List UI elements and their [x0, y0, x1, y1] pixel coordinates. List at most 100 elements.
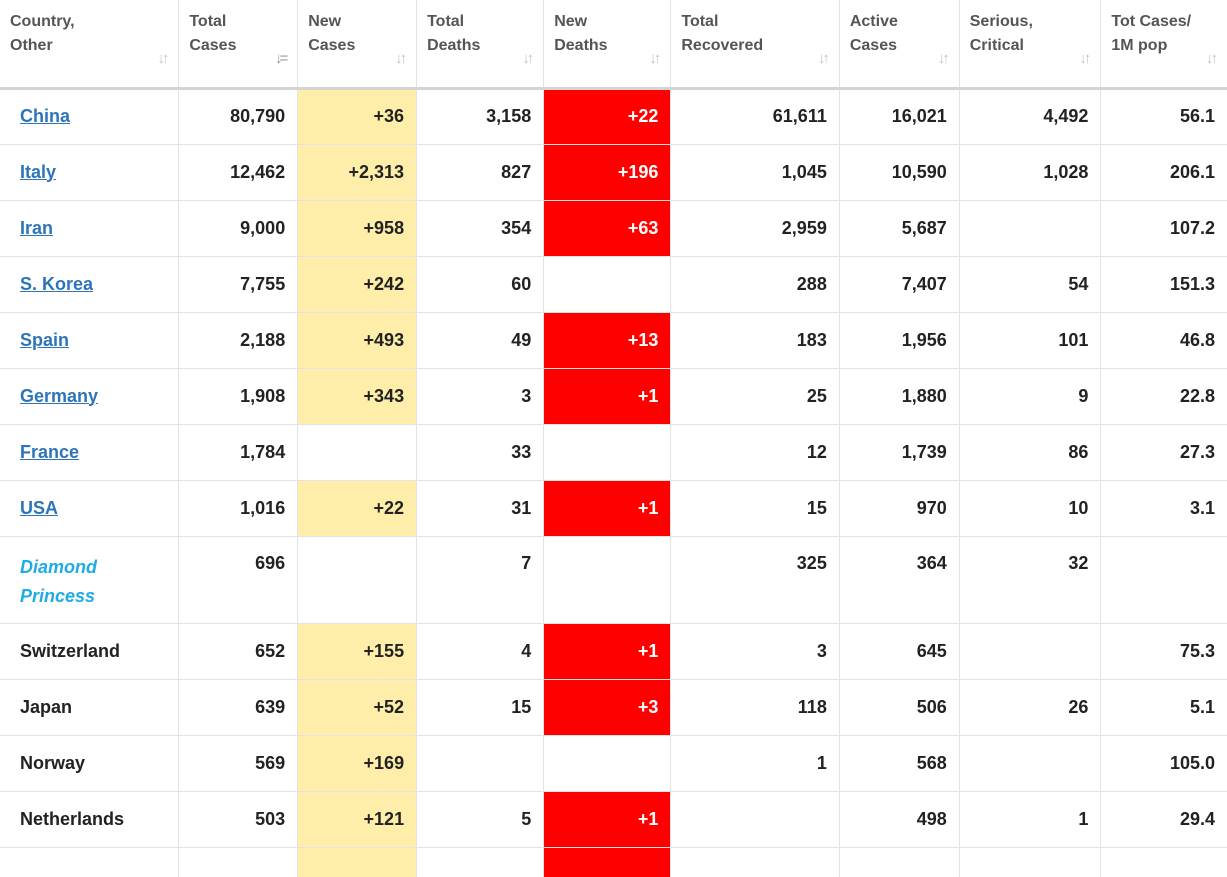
sort-desc-icon[interactable]: ↓= [274, 49, 288, 67]
country-link[interactable]: Diamond Princess [20, 556, 98, 606]
new-cases-cell [297, 423, 417, 480]
empty-cell [178, 846, 298, 877]
empty-cell [838, 846, 960, 877]
total-deaths-cell: 31 [416, 479, 544, 536]
country-cell: China [0, 88, 179, 144]
active-cases-cell: 10,590 [838, 143, 960, 200]
table-row: France 1,784 33 12 1,739 86 27.3 [0, 423, 1227, 480]
serious-critical-cell: 10 [958, 479, 1101, 536]
total-cases-cell: 1,016 [178, 479, 298, 536]
total-recovered-cell: 288 [670, 255, 840, 312]
country-link[interactable]: Iran [20, 217, 54, 238]
cases-per-million-cell: 22.8 [1100, 367, 1227, 424]
serious-critical-cell: 54 [958, 255, 1101, 312]
total-recovered-cell: 25 [670, 367, 840, 424]
header-cases-per-million[interactable]: Tot Cases/1M pop ↓↑ [1100, 0, 1227, 90]
table-row: Diamond Princess 696 7 325 364 32 [0, 535, 1227, 623]
active-cases-cell: 506 [838, 678, 960, 735]
country-link[interactable]: USA [20, 497, 59, 518]
empty-cell [670, 846, 840, 877]
total-deaths-cell: 4 [416, 622, 544, 679]
total-deaths-cell: 354 [416, 199, 544, 256]
new-deaths-cell [543, 255, 671, 312]
new-cases-cell: +343 [297, 367, 417, 424]
sort-icon[interactable]: ↓↑ [1079, 49, 1091, 67]
total-cases-cell: 696 [178, 535, 298, 623]
new-deaths-cell: +1 [543, 479, 671, 536]
cases-per-million-cell [1100, 535, 1227, 623]
total-cases-cell: 9,000 [178, 199, 298, 256]
country-cell: Germany [0, 367, 179, 424]
header-country[interactable]: Country, Other ↓↑ [0, 0, 179, 90]
sort-icon[interactable]: ↓↑ [157, 49, 169, 67]
country-cell: Netherlands [0, 790, 179, 847]
empty-cell [297, 846, 417, 877]
sort-icon[interactable]: ↓↑ [649, 49, 661, 67]
cases-per-million-cell: 29.4 [1100, 790, 1227, 847]
total-recovered-cell: 1 [670, 734, 840, 791]
header-total-recovered[interactable]: Total Recovered ↓↑ [670, 0, 840, 90]
new-deaths-cell: +1 [543, 790, 671, 847]
serious-critical-cell: 1 [958, 790, 1101, 847]
total-deaths-cell: 15 [416, 678, 544, 735]
serious-critical-cell: 86 [958, 423, 1101, 480]
serious-critical-cell [958, 622, 1101, 679]
header-total-cases[interactable]: Total Cases ↓= [178, 0, 298, 90]
country-link[interactable]: S. Korea [20, 273, 94, 294]
sort-icon[interactable]: ↓↑ [395, 49, 407, 67]
table-row: Netherlands 503 +121 5 +1 498 1 29.4 [0, 790, 1227, 847]
header-serious-critical[interactable]: Serious, Critical ↓↑ [958, 0, 1101, 90]
country-cell: Japan [0, 678, 179, 735]
country-link[interactable]: Germany [20, 385, 99, 406]
new-cases-cell: +958 [297, 199, 417, 256]
country-link[interactable]: China [20, 106, 71, 126]
header-active-cases[interactable]: Active Cases ↓↑ [838, 0, 960, 90]
active-cases-cell: 1,739 [838, 423, 960, 480]
cases-per-million-cell: 151.3 [1100, 255, 1227, 312]
total-deaths-cell: 7 [416, 535, 544, 623]
header-new-deaths[interactable]: New Deaths ↓↑ [543, 0, 671, 90]
header-total-deaths[interactable]: Total Deaths ↓↑ [416, 0, 544, 90]
total-cases-cell: 1,784 [178, 423, 298, 480]
new-deaths-cell: +196 [543, 143, 671, 200]
total-recovered-cell: 15 [670, 479, 840, 536]
table-row: Iran 9,000 +958 354 +63 2,959 5,687 107.… [0, 199, 1227, 256]
total-deaths-cell [416, 734, 544, 791]
cases-per-million-cell: 27.3 [1100, 423, 1227, 480]
serious-critical-cell: 101 [958, 311, 1101, 368]
sort-icon[interactable]: ↓↑ [522, 49, 534, 67]
country-link[interactable]: Italy [20, 161, 57, 182]
serious-critical-cell: 1,028 [958, 143, 1101, 200]
country-link[interactable]: France [20, 441, 80, 462]
empty-cell [1100, 846, 1227, 877]
cases-per-million-cell: 56.1 [1100, 88, 1227, 144]
new-deaths-cell: +3 [543, 678, 671, 735]
sort-icon[interactable]: ↓↑ [1206, 49, 1218, 67]
active-cases-cell: 5,687 [838, 199, 960, 256]
country-cell: Switzerland [0, 622, 179, 679]
total-cases-cell: 1,908 [178, 367, 298, 424]
sort-icon[interactable]: ↓↑ [817, 49, 830, 67]
new-cases-cell: +2,313 [297, 143, 417, 200]
table-row: Spain 2,188 +493 49 +13 183 1,956 101 46… [0, 311, 1227, 368]
total-recovered-cell: 325 [670, 535, 840, 623]
country-cell: Norway [0, 734, 179, 791]
sort-icon[interactable]: ↓↑ [937, 49, 950, 67]
active-cases-cell: 1,956 [838, 311, 960, 368]
empty-cell [958, 846, 1101, 877]
cases-per-million-cell: 3.1 [1100, 479, 1227, 536]
serious-critical-cell [958, 199, 1101, 256]
header-new-cases[interactable]: New Cases ↓↑ [297, 0, 417, 90]
total-deaths-cell: 827 [416, 143, 544, 200]
country-link[interactable]: Spain [20, 329, 70, 350]
active-cases-cell: 645 [838, 622, 960, 679]
cases-per-million-cell: 206.1 [1100, 143, 1227, 200]
country-cell: Spain [0, 311, 179, 368]
cases-per-million-cell: 75.3 [1100, 622, 1227, 679]
new-deaths-cell: +1 [543, 622, 671, 679]
serious-critical-cell: 26 [958, 678, 1101, 735]
total-deaths-cell: 33 [416, 423, 544, 480]
total-recovered-cell: 118 [670, 678, 840, 735]
total-recovered-cell: 12 [670, 423, 840, 480]
